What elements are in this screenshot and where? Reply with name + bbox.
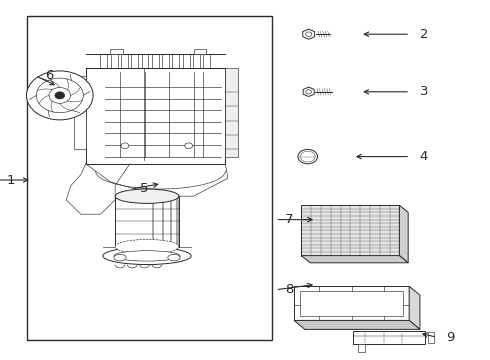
Polygon shape: [409, 286, 420, 329]
Ellipse shape: [114, 251, 180, 261]
Ellipse shape: [115, 239, 179, 254]
Circle shape: [55, 92, 65, 99]
Bar: [152, 54, 159, 68]
Bar: [111, 54, 118, 68]
Text: 7: 7: [285, 213, 294, 226]
Text: 9: 9: [446, 331, 455, 344]
Circle shape: [26, 71, 93, 120]
Bar: [162, 54, 169, 68]
Text: 6: 6: [45, 69, 53, 82]
Bar: [194, 49, 206, 54]
Text: 2: 2: [419, 28, 428, 41]
Circle shape: [305, 154, 311, 159]
Polygon shape: [303, 87, 314, 96]
Ellipse shape: [114, 255, 126, 261]
Text: 1: 1: [6, 174, 15, 186]
Circle shape: [36, 78, 83, 113]
Bar: [428, 332, 434, 343]
Text: 3: 3: [419, 85, 428, 98]
Text: 8: 8: [285, 283, 294, 296]
Polygon shape: [301, 256, 408, 263]
Polygon shape: [399, 205, 408, 263]
Bar: [183, 54, 190, 68]
Bar: [294, 286, 409, 320]
Bar: [358, 344, 365, 352]
Bar: [225, 68, 238, 157]
Bar: [300, 291, 403, 316]
Ellipse shape: [115, 189, 179, 203]
Bar: [131, 54, 138, 68]
Ellipse shape: [168, 255, 180, 261]
Circle shape: [300, 151, 315, 162]
Bar: [86, 68, 225, 164]
Bar: [110, 49, 122, 54]
Ellipse shape: [103, 247, 191, 265]
Bar: [100, 54, 107, 68]
Polygon shape: [294, 320, 420, 329]
Bar: [27, 16, 272, 340]
Circle shape: [298, 149, 318, 164]
Text: 4: 4: [419, 150, 428, 163]
Bar: [172, 54, 179, 68]
Circle shape: [306, 32, 312, 36]
Bar: [203, 54, 210, 68]
Bar: [121, 54, 128, 68]
Circle shape: [49, 87, 71, 103]
Circle shape: [303, 153, 313, 160]
Polygon shape: [74, 76, 86, 149]
Bar: [142, 54, 148, 68]
Circle shape: [185, 143, 193, 149]
Circle shape: [306, 90, 312, 94]
Bar: [193, 54, 200, 68]
Text: 5: 5: [140, 183, 149, 195]
Bar: [301, 205, 399, 256]
Polygon shape: [303, 29, 315, 39]
Circle shape: [121, 143, 129, 149]
Bar: [353, 331, 425, 344]
